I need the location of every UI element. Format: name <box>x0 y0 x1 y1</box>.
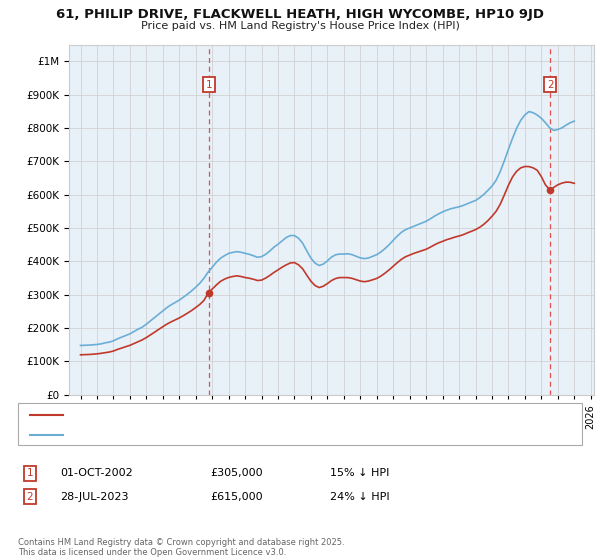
Text: HPI: Average price, detached house, Buckinghamshire: HPI: Average price, detached house, Buck… <box>69 430 335 440</box>
Text: 61, PHILIP DRIVE, FLACKWELL HEATH, HIGH WYCOMBE, HP10 9JD (detached house): 61, PHILIP DRIVE, FLACKWELL HEATH, HIGH … <box>69 410 477 420</box>
Text: £615,000: £615,000 <box>210 492 263 502</box>
Text: 1: 1 <box>206 80 212 90</box>
Point <box>205 288 214 297</box>
Text: Price paid vs. HM Land Registry's House Price Index (HPI): Price paid vs. HM Land Registry's House … <box>140 21 460 31</box>
Text: 01-OCT-2002: 01-OCT-2002 <box>60 468 133 478</box>
Text: 2: 2 <box>26 492 34 502</box>
Text: 2: 2 <box>547 80 554 90</box>
Point <box>545 185 555 194</box>
Text: £305,000: £305,000 <box>210 468 263 478</box>
Text: 28-JUL-2023: 28-JUL-2023 <box>60 492 128 502</box>
Text: Contains HM Land Registry data © Crown copyright and database right 2025.
This d: Contains HM Land Registry data © Crown c… <box>18 538 344 557</box>
Text: 1: 1 <box>26 468 34 478</box>
Text: 61, PHILIP DRIVE, FLACKWELL HEATH, HIGH WYCOMBE, HP10 9JD: 61, PHILIP DRIVE, FLACKWELL HEATH, HIGH … <box>56 8 544 21</box>
Text: 24% ↓ HPI: 24% ↓ HPI <box>330 492 389 502</box>
Text: 15% ↓ HPI: 15% ↓ HPI <box>330 468 389 478</box>
